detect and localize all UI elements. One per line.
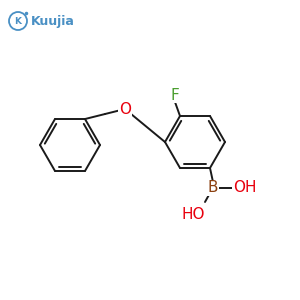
- Text: F: F: [171, 88, 179, 103]
- Text: Kuujia: Kuujia: [31, 14, 75, 28]
- Text: O: O: [119, 101, 131, 116]
- Text: K: K: [14, 16, 22, 26]
- Text: HO: HO: [181, 208, 205, 223]
- Text: OH: OH: [233, 181, 257, 196]
- Text: B: B: [208, 181, 218, 196]
